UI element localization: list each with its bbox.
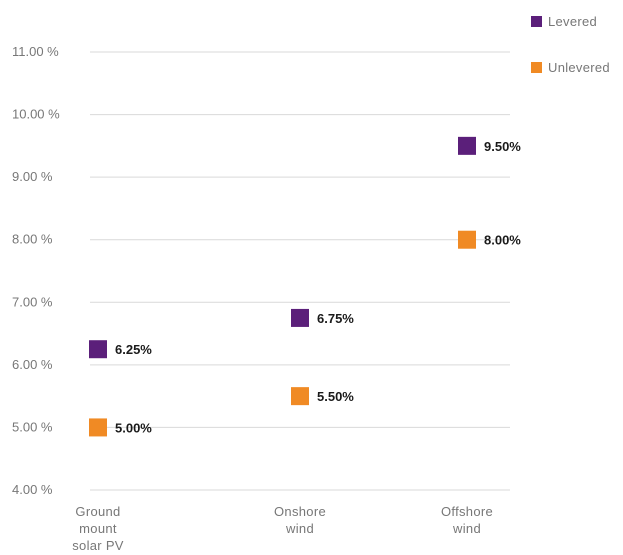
y-tick-label: 4.00 % xyxy=(12,482,53,497)
legend-label: Levered xyxy=(548,14,597,29)
marker-unlevered xyxy=(291,387,309,406)
y-tick-label: 8.00 % xyxy=(12,232,53,247)
y-tick-label: 7.00 % xyxy=(12,294,53,309)
data-label: 5.50% xyxy=(317,389,354,404)
y-tick-label: 6.00 % xyxy=(12,357,53,372)
legend-swatch-levered xyxy=(531,16,542,27)
y-tick-label: 11.00 % xyxy=(12,44,59,59)
marker-unlevered xyxy=(458,230,476,249)
x-tick-label: Offshore wind xyxy=(441,504,493,536)
marker-unlevered xyxy=(89,418,107,437)
legend-label: Unlevered xyxy=(548,60,610,75)
marker-levered xyxy=(291,308,309,327)
data-label: 9.50% xyxy=(484,139,521,154)
data-label: 8.00% xyxy=(484,233,521,248)
data-label: 6.25% xyxy=(115,342,152,357)
marker-levered xyxy=(89,340,107,359)
y-tick-label: 9.00 % xyxy=(12,169,53,184)
x-tick-label: Ground mount solar PV xyxy=(72,504,124,553)
x-tick-label: Onshore wind xyxy=(274,504,326,536)
data-label: 5.00% xyxy=(115,420,152,435)
marker-levered xyxy=(458,136,476,155)
y-tick-label: 5.00 % xyxy=(12,419,53,434)
y-tick-label: 10.00 % xyxy=(12,107,60,122)
data-label: 6.75% xyxy=(317,311,354,326)
legend-swatch-unlevered xyxy=(531,62,542,73)
